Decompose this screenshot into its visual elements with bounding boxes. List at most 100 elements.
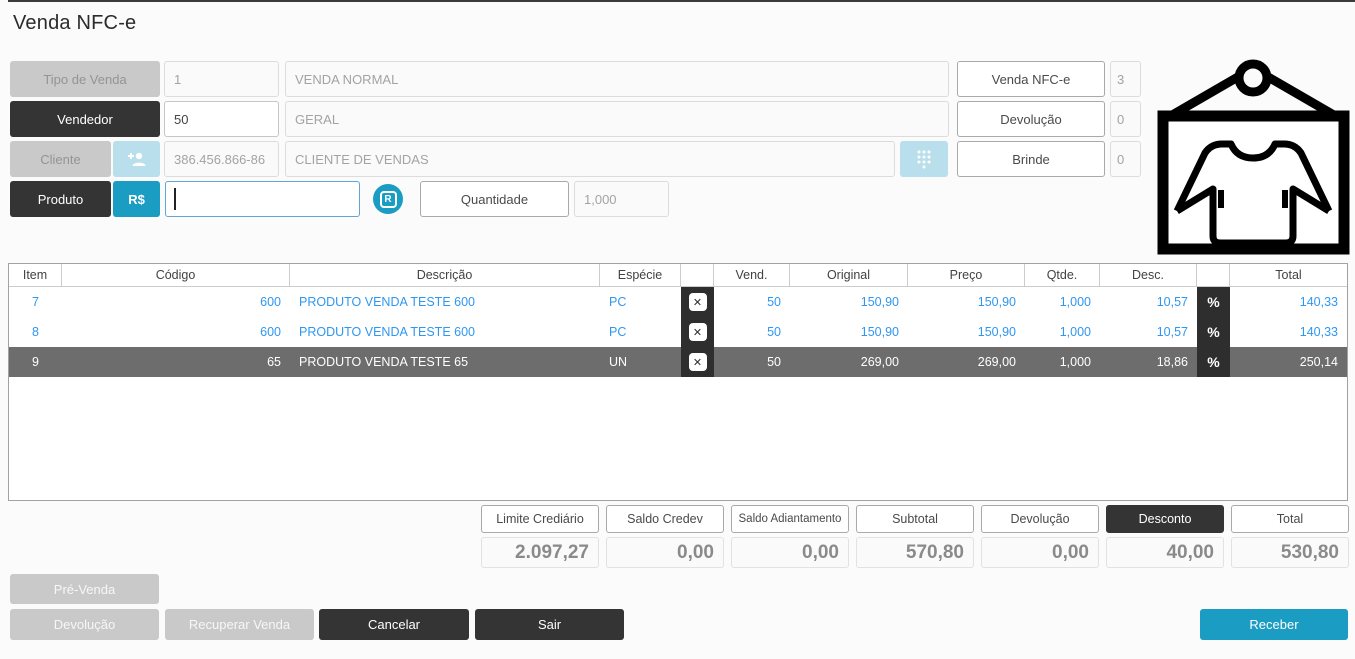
tipo-de-venda-code-field[interactable]: 1 (164, 61, 279, 97)
receber-button[interactable]: Receber (1200, 609, 1348, 640)
recuperar-venda-button[interactable]: Recuperar Venda (165, 609, 314, 640)
summary-total: Total 530,80 (1231, 505, 1349, 568)
add-person-icon (127, 151, 147, 167)
cliente-cpf-field[interactable]: 386.456.866-86 (164, 141, 279, 177)
total-cell: 140,33 (1299, 295, 1338, 309)
percent-icon: % (1207, 354, 1220, 370)
produto-button[interactable]: Produto (10, 181, 111, 217)
header-percent (1197, 264, 1230, 287)
saldo-adiantamento-value: 0,00 (731, 537, 849, 568)
limite-crediario-button[interactable]: Limite Crediário (481, 505, 599, 533)
unit-cell: UN (609, 355, 628, 369)
vendedor-name-field[interactable]: GERAL (285, 101, 949, 137)
product-lookup-button[interactable]: R (373, 184, 403, 214)
summary-limite-crediario: Limite Crediário 2.097,27 (481, 505, 599, 568)
table-row[interactable]: 7 600 PRODUTO VENDA TESTE 600 PC ✕ 50 15… (9, 287, 1347, 317)
header-qtde[interactable]: Qtde. (1025, 264, 1100, 287)
header-item[interactable]: Item (9, 264, 62, 287)
summary-saldo-adiantamento: Saldo Adiantamento 0,00 (731, 505, 849, 568)
devolucao-total-value: 0,00 (981, 537, 1099, 568)
vendedor-button[interactable]: Vendedor (10, 101, 160, 137)
add-client-button[interactable] (113, 141, 160, 177)
x-icon: ✕ (688, 353, 707, 371)
x-icon: ✕ (688, 323, 707, 341)
sair-button[interactable]: Sair (475, 609, 624, 640)
remove-item-button[interactable]: ✕ (681, 317, 714, 347)
original-price-cell: 269,00 (860, 355, 899, 369)
item-number: 9 (32, 355, 39, 369)
devolucao-total-button[interactable]: Devolução (981, 505, 1099, 533)
original-price-cell: 150,90 (860, 325, 899, 339)
venda-nfce-count-field: 3 (1110, 61, 1141, 97)
header-remove (681, 264, 714, 287)
percent-icon: % (1207, 294, 1220, 310)
quantity-cell: 1,000 (1059, 295, 1091, 309)
subtotal-button[interactable]: Subtotal (856, 505, 974, 533)
table-row-selected[interactable]: 9 65 PRODUTO VENDA TESTE 65 UN ✕ 50 269,… (9, 347, 1347, 377)
x-icon: ✕ (688, 293, 707, 311)
item-discount-button[interactable]: % (1197, 287, 1230, 317)
product-code: 600 (260, 325, 281, 339)
totals-bar: Limite Crediário 2.097,27 Saldo Credev 0… (481, 505, 1349, 568)
total-button[interactable]: Total (1231, 505, 1349, 533)
keypad-button[interactable] (900, 141, 948, 177)
currency-toggle-button[interactable]: R$ (113, 181, 160, 217)
brinde-button[interactable]: Brinde (957, 141, 1105, 177)
product-description: PRODUTO VENDA TESTE 600 (299, 325, 475, 339)
window-top-border (8, 0, 1355, 2)
saldo-credev-button[interactable]: Saldo Credev (606, 505, 724, 533)
desconto-button[interactable]: Desconto (1106, 505, 1224, 533)
devolucao-footer-button[interactable]: Devolução (10, 609, 159, 640)
summary-devolucao: Devolução 0,00 (981, 505, 1099, 568)
currency-icon: R$ (128, 191, 145, 207)
tipo-de-venda-button[interactable]: Tipo de Venda (10, 61, 160, 97)
tipo-de-venda-name-field[interactable]: VENDA NORMAL (285, 61, 949, 97)
product-search-input[interactable] (165, 181, 360, 217)
venda-nfce-button[interactable]: Venda NFC-e (957, 61, 1105, 97)
percent-icon: % (1207, 324, 1220, 340)
summary-subtotal: Subtotal 570,80 (856, 505, 974, 568)
subtotal-value: 570,80 (856, 537, 974, 568)
devolucao-side-button[interactable]: Devolução (957, 101, 1105, 137)
table-header-row: Item Código Descrição Espécie Vend. Orig… (9, 264, 1347, 287)
unit-cell: PC (609, 325, 627, 339)
header-total[interactable]: Total (1230, 264, 1347, 287)
cancelar-button[interactable]: Cancelar (319, 609, 469, 640)
limite-crediario-value: 2.097,27 (481, 537, 599, 568)
vendedor-code-field[interactable]: 50 (164, 101, 279, 137)
quantity-cell: 1,000 (1059, 355, 1091, 369)
cliente-name-field[interactable]: CLIENTE DE VENDAS (285, 141, 895, 177)
brinde-count-field: 0 (1110, 141, 1141, 177)
saldo-credev-value: 0,00 (606, 537, 724, 568)
saldo-adiantamento-button[interactable]: Saldo Adiantamento (731, 505, 849, 533)
item-discount-button[interactable]: % (1197, 317, 1230, 347)
pre-venda-button[interactable]: Pré-Venda (10, 574, 159, 604)
header-descricao[interactable]: Descrição (290, 264, 600, 287)
table-row[interactable]: 8 600 PRODUTO VENDA TESTE 600 PC ✕ 50 15… (9, 317, 1347, 347)
remove-item-button[interactable]: ✕ (681, 347, 714, 377)
total-value: 530,80 (1231, 537, 1349, 568)
seller-cell: 50 (767, 355, 781, 369)
header-desc[interactable]: Desc. (1100, 264, 1197, 287)
cliente-button[interactable]: Cliente (10, 141, 111, 177)
discount-cell: 10,57 (1156, 295, 1188, 309)
header-preco[interactable]: Preço (908, 264, 1025, 287)
remove-item-button[interactable]: ✕ (681, 287, 714, 317)
price-cell: 150,90 (977, 325, 1016, 339)
summary-saldo-credev: Saldo Credev 0,00 (606, 505, 724, 568)
item-discount-button[interactable]: % (1197, 347, 1230, 377)
discount-cell: 18,86 (1156, 355, 1188, 369)
quantidade-button[interactable]: Quantidade (420, 181, 569, 217)
price-cell: 150,90 (977, 295, 1016, 309)
quantity-cell: 1,000 (1059, 325, 1091, 339)
text-caret (174, 188, 176, 210)
header-codigo[interactable]: Código (62, 264, 290, 287)
header-vend[interactable]: Vend. (714, 264, 790, 287)
header-especie[interactable]: Espécie (600, 264, 681, 287)
discount-cell: 10,57 (1156, 325, 1188, 339)
devolucao-count-field: 0 (1110, 101, 1141, 137)
header-original[interactable]: Original (790, 264, 908, 287)
quantidade-field[interactable]: 1,000 (574, 181, 669, 217)
desconto-value: 40,00 (1106, 537, 1224, 568)
